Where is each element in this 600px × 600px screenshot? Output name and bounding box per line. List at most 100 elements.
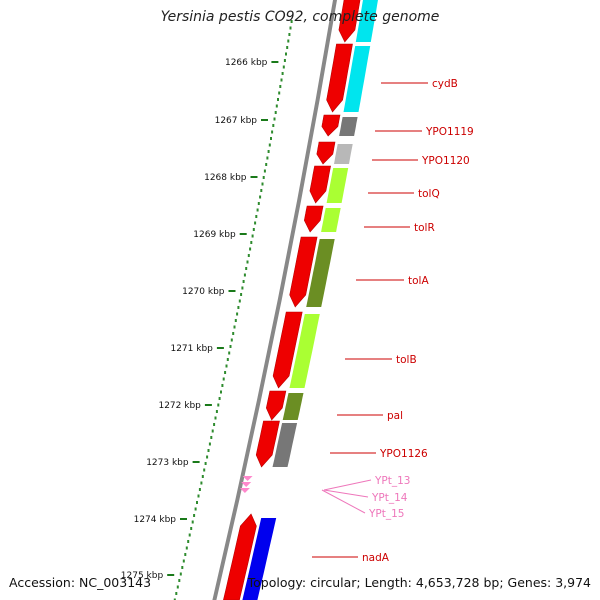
scale-tick-label: 1268 kbp — [204, 173, 247, 183]
map-title: Yersinia pestis CO92, complete genome — [160, 9, 440, 25]
gc-dot-left — [279, 85, 282, 88]
gc-dot-left — [234, 319, 237, 322]
gc-dot-left — [261, 182, 264, 186]
scale-tick-label: 1271 kbp — [170, 344, 213, 354]
trna-mark-1 — [242, 476, 253, 481]
label-tolQ: tolQ — [418, 188, 440, 200]
label-YPO1120: YPO1120 — [421, 155, 470, 167]
gc-dot-left — [260, 189, 263, 192]
cds-arrow-pal — [265, 390, 287, 421]
cds-arrow-cydB-upper — [338, 0, 361, 43]
label-YPt_15: YPt_15 — [368, 508, 404, 520]
gc-dot-left — [185, 546, 188, 550]
gc-dot-left — [255, 215, 258, 218]
gc-dot-left — [267, 150, 270, 153]
cog-box-YPO1126 — [272, 423, 298, 467]
cds-track — [223, 0, 361, 600]
gc-dot-left — [262, 176, 265, 179]
gc-dot-left — [210, 436, 213, 439]
scale-tick-label: 1273 kbp — [146, 458, 189, 468]
gc-dot-left — [288, 33, 291, 36]
gc-dot-left — [226, 358, 229, 361]
gc-dot-left — [208, 442, 211, 446]
gc-dot-left — [230, 338, 233, 342]
cds-arrow-YPO1119 — [321, 114, 341, 137]
scale-tick-label: 1267 kbp — [215, 116, 258, 126]
scale-tick-label: 1270 kbp — [182, 287, 225, 297]
gc-dot-left — [191, 520, 194, 524]
gc-dot-left — [278, 91, 281, 95]
cds-arrow-nadA — [223, 513, 257, 600]
trna-track — [239, 476, 253, 493]
cds-arrow-tolQ — [309, 165, 331, 204]
gc-dot-left — [187, 540, 190, 543]
leader-YPt_13 — [323, 479, 372, 491]
cog-track — [242, 0, 378, 600]
gc-dot-left — [238, 299, 241, 303]
gc-dot-left — [249, 247, 252, 251]
cog-box-tolR — [321, 208, 341, 232]
gc-dot-left — [193, 514, 196, 517]
scale-tick-label: 1275 kbp — [121, 571, 164, 581]
gc-dot-left — [184, 553, 187, 556]
label-tolA: tolA — [408, 275, 429, 287]
gc-dot-left — [256, 208, 259, 212]
gc-dot-left — [254, 221, 257, 225]
gc-dot-left — [181, 566, 184, 569]
gc-dot-left — [211, 429, 214, 433]
label-YPO1126: YPO1126 — [379, 448, 428, 460]
gc-dot-left — [190, 527, 193, 530]
feature-labels: 1266 kbp 1267 kbp 1268 kbp 1269 kbp 1270 kbp… — [121, 58, 474, 581]
gc-dot-left — [228, 351, 231, 355]
gc-dot-left — [176, 585, 179, 589]
label-YPO1119: YPO1119 — [425, 126, 474, 138]
trna-mark-3 — [239, 488, 250, 493]
gc-dot-left — [263, 169, 266, 173]
gc-dot-left — [240, 293, 243, 296]
label-pal: pal — [387, 410, 403, 422]
cds-arrow-cydB — [326, 43, 353, 113]
gc-dot-left — [289, 26, 292, 30]
gc-dot-left — [285, 52, 287, 56]
gc-dot-left — [222, 377, 225, 381]
gc-dot-left — [229, 345, 232, 348]
gc-dot-left — [220, 390, 222, 394]
cds-arrow-tolR — [303, 205, 324, 233]
gc-dot-left — [218, 397, 221, 400]
gc-dot-left — [266, 156, 269, 160]
gc-dot-left — [188, 533, 191, 537]
gc-dot-left — [252, 228, 255, 231]
gc-dot-left — [201, 475, 204, 478]
gc-dot-left — [275, 104, 278, 108]
gc-dot-left — [272, 124, 275, 127]
gc-dot-left — [225, 364, 228, 368]
gc-dot-left — [245, 267, 248, 270]
gc-dot-left — [200, 481, 203, 485]
gc-dot-left — [198, 488, 201, 491]
scale-tick-label: 1269 kbp — [193, 230, 236, 240]
gc-dot-left — [277, 98, 279, 101]
gc-dot-left — [287, 39, 290, 43]
gc-dot-left — [194, 507, 197, 511]
cog-box-pal — [282, 393, 304, 420]
gc-dot-left — [207, 449, 210, 452]
gc-dot-left — [286, 46, 289, 49]
gc-dot-left — [265, 163, 268, 166]
label-tolB: tolB — [396, 354, 417, 366]
gc-dot-left — [204, 462, 207, 465]
gc-dot-left — [178, 579, 181, 582]
accession-text: Accession: NC_003143 — [9, 575, 152, 590]
cog-box-YPO1119 — [339, 117, 358, 136]
cds-arrow-YPO1120 — [316, 141, 336, 165]
gc-dot-left — [214, 416, 217, 420]
gc-dot-left — [203, 468, 206, 472]
gc-dot-left — [217, 403, 220, 407]
gc-dot-left — [241, 286, 244, 290]
scale-ticks — [167, 61, 279, 576]
gc-dot-left — [233, 325, 236, 329]
gc-dot-left — [232, 332, 235, 335]
gc-dot-left — [257, 202, 260, 205]
gc-dot-left — [282, 65, 285, 69]
gc-dot-left — [182, 559, 185, 563]
